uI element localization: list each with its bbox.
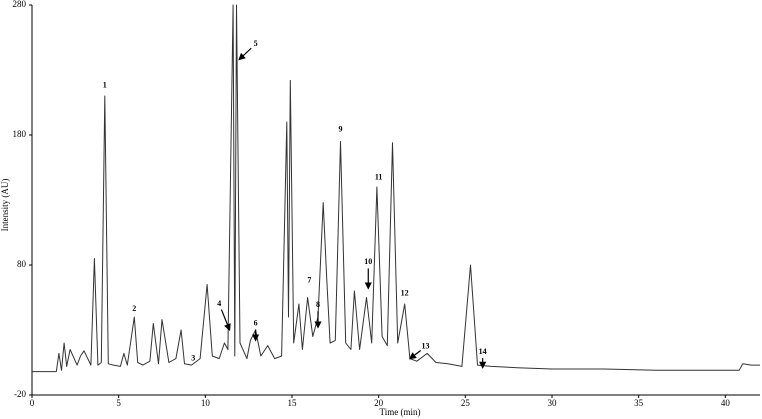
x-tick-label: 0 [30,398,35,408]
peak-arrow [408,350,422,360]
x-tick-label: 25 [461,398,471,408]
y-axis-title: Intensity (AU) [0,179,10,232]
peak-label: 5 [254,39,258,48]
peak-label: 10 [364,257,372,266]
y-tick-label: 80 [17,259,27,269]
peak-label: 8 [316,300,320,309]
x-tick-label: 15 [288,398,298,408]
x-tick-label: 30 [548,398,558,408]
peak-label: 3 [191,353,195,362]
peak-label: 9 [339,125,343,134]
peak-label: 11 [375,173,383,182]
y-tick-label: -20 [14,389,26,399]
peak-label: 1 [103,80,107,89]
peak-label: 6 [254,318,258,327]
peak-arrow [238,47,252,61]
peak-label: 14 [479,347,487,356]
x-tick-label: 20 [374,398,384,408]
peak-label: 4 [217,299,221,308]
peak-label: 12 [401,288,409,297]
x-tick-label: 5 [116,398,121,408]
x-tick-label: 40 [721,398,731,408]
peak-label: 2 [132,304,136,313]
y-tick-label: 180 [13,129,27,139]
x-axis-title: Time (min) [380,407,421,417]
chromatogram-line [32,4,760,373]
y-tick-label: 280 [13,0,27,9]
peak-label: 13 [421,342,429,351]
peak-label: 7 [307,275,311,284]
x-tick-label: 35 [634,398,644,408]
x-tick-label: 10 [201,398,211,408]
peak-arrow [220,309,231,332]
